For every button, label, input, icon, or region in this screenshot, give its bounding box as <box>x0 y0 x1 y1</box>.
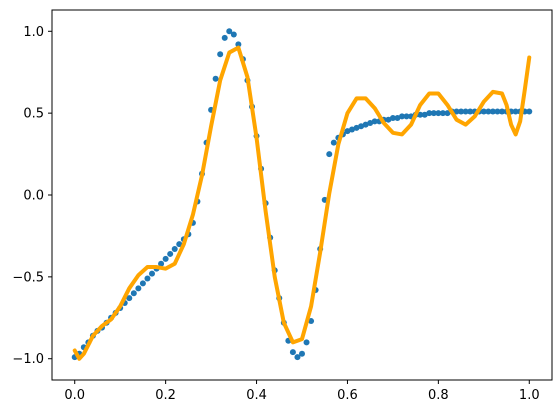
scatter-point <box>212 75 219 82</box>
scatter-point <box>217 51 224 58</box>
x-tick-label: 0.2 <box>155 388 176 403</box>
scatter-point <box>294 354 301 361</box>
y-tick-label: 1.0 <box>23 25 44 40</box>
scatter-point <box>139 280 146 287</box>
scatter-point <box>417 111 424 118</box>
scatter-point <box>235 41 242 48</box>
scatter-point <box>435 110 442 117</box>
scatter-point <box>353 124 360 131</box>
scatter-point <box>439 110 446 117</box>
scatter-point <box>303 339 310 346</box>
x-tick-label: 0.6 <box>337 388 358 403</box>
scatter-point <box>485 108 492 115</box>
scatter-point <box>426 110 433 117</box>
scatter-point <box>158 260 165 267</box>
scatter-point <box>499 108 505 115</box>
scatter-point <box>144 275 151 282</box>
scatter-point <box>326 151 333 158</box>
scatter-point <box>399 113 405 120</box>
y-tick-label: 0.0 <box>23 189 44 204</box>
scatter-point <box>421 111 428 118</box>
scatter-point <box>330 139 337 146</box>
scatter-point <box>349 126 355 133</box>
scatter-point <box>526 108 533 115</box>
y-tick-label: 0.5 <box>23 107 44 122</box>
scatter-point <box>512 108 519 115</box>
scatter-point <box>467 108 474 115</box>
x-axis: 0.0 0.2 0.4 0.6 0.8 1.0 <box>64 380 540 403</box>
plot-background <box>52 10 552 380</box>
scatter-point <box>308 318 315 325</box>
scatter-point <box>394 115 401 122</box>
scatter-point <box>149 270 155 277</box>
scatter-point <box>489 108 496 115</box>
scatter-point <box>358 123 365 130</box>
scatter-point <box>344 128 351 135</box>
scatter-point <box>167 250 174 257</box>
scatter-point <box>230 31 237 38</box>
scatter-point <box>462 108 469 115</box>
x-tick-label: 0.8 <box>428 388 449 403</box>
scatter-point <box>430 110 437 117</box>
scatter-point <box>130 290 137 297</box>
y-tick-label: −1.0 <box>12 352 44 367</box>
scatter-point <box>403 113 410 120</box>
scatter-point <box>367 119 374 126</box>
scatter-point <box>226 28 233 35</box>
scatter-point <box>444 110 451 117</box>
scatter-point <box>453 108 460 115</box>
scatter-point <box>221 34 228 41</box>
scatter-point <box>135 285 142 292</box>
scatter-point <box>371 118 378 125</box>
scatter-point <box>299 350 305 357</box>
scatter-point <box>162 255 169 262</box>
scatter-point <box>362 121 369 128</box>
scatter-point <box>494 108 501 115</box>
fit-line <box>72 45 532 361</box>
scatter-point <box>480 108 487 115</box>
y-axis: −1.0 −0.5 0.0 0.5 1.0 <box>12 25 52 367</box>
x-tick-label: 0.0 <box>64 388 85 403</box>
scatter-point <box>289 349 296 356</box>
y-tick-label: −0.5 <box>12 270 44 285</box>
scatter-point <box>171 246 178 253</box>
scatter-point <box>458 108 465 115</box>
x-tick-label: 1.0 <box>519 388 540 403</box>
x-tick-label: 0.4 <box>246 388 267 403</box>
line-series <box>72 45 532 361</box>
scatter-point <box>385 116 392 123</box>
scatter-point <box>176 241 183 248</box>
scatter-point <box>126 295 133 302</box>
scatter-point <box>389 115 396 122</box>
